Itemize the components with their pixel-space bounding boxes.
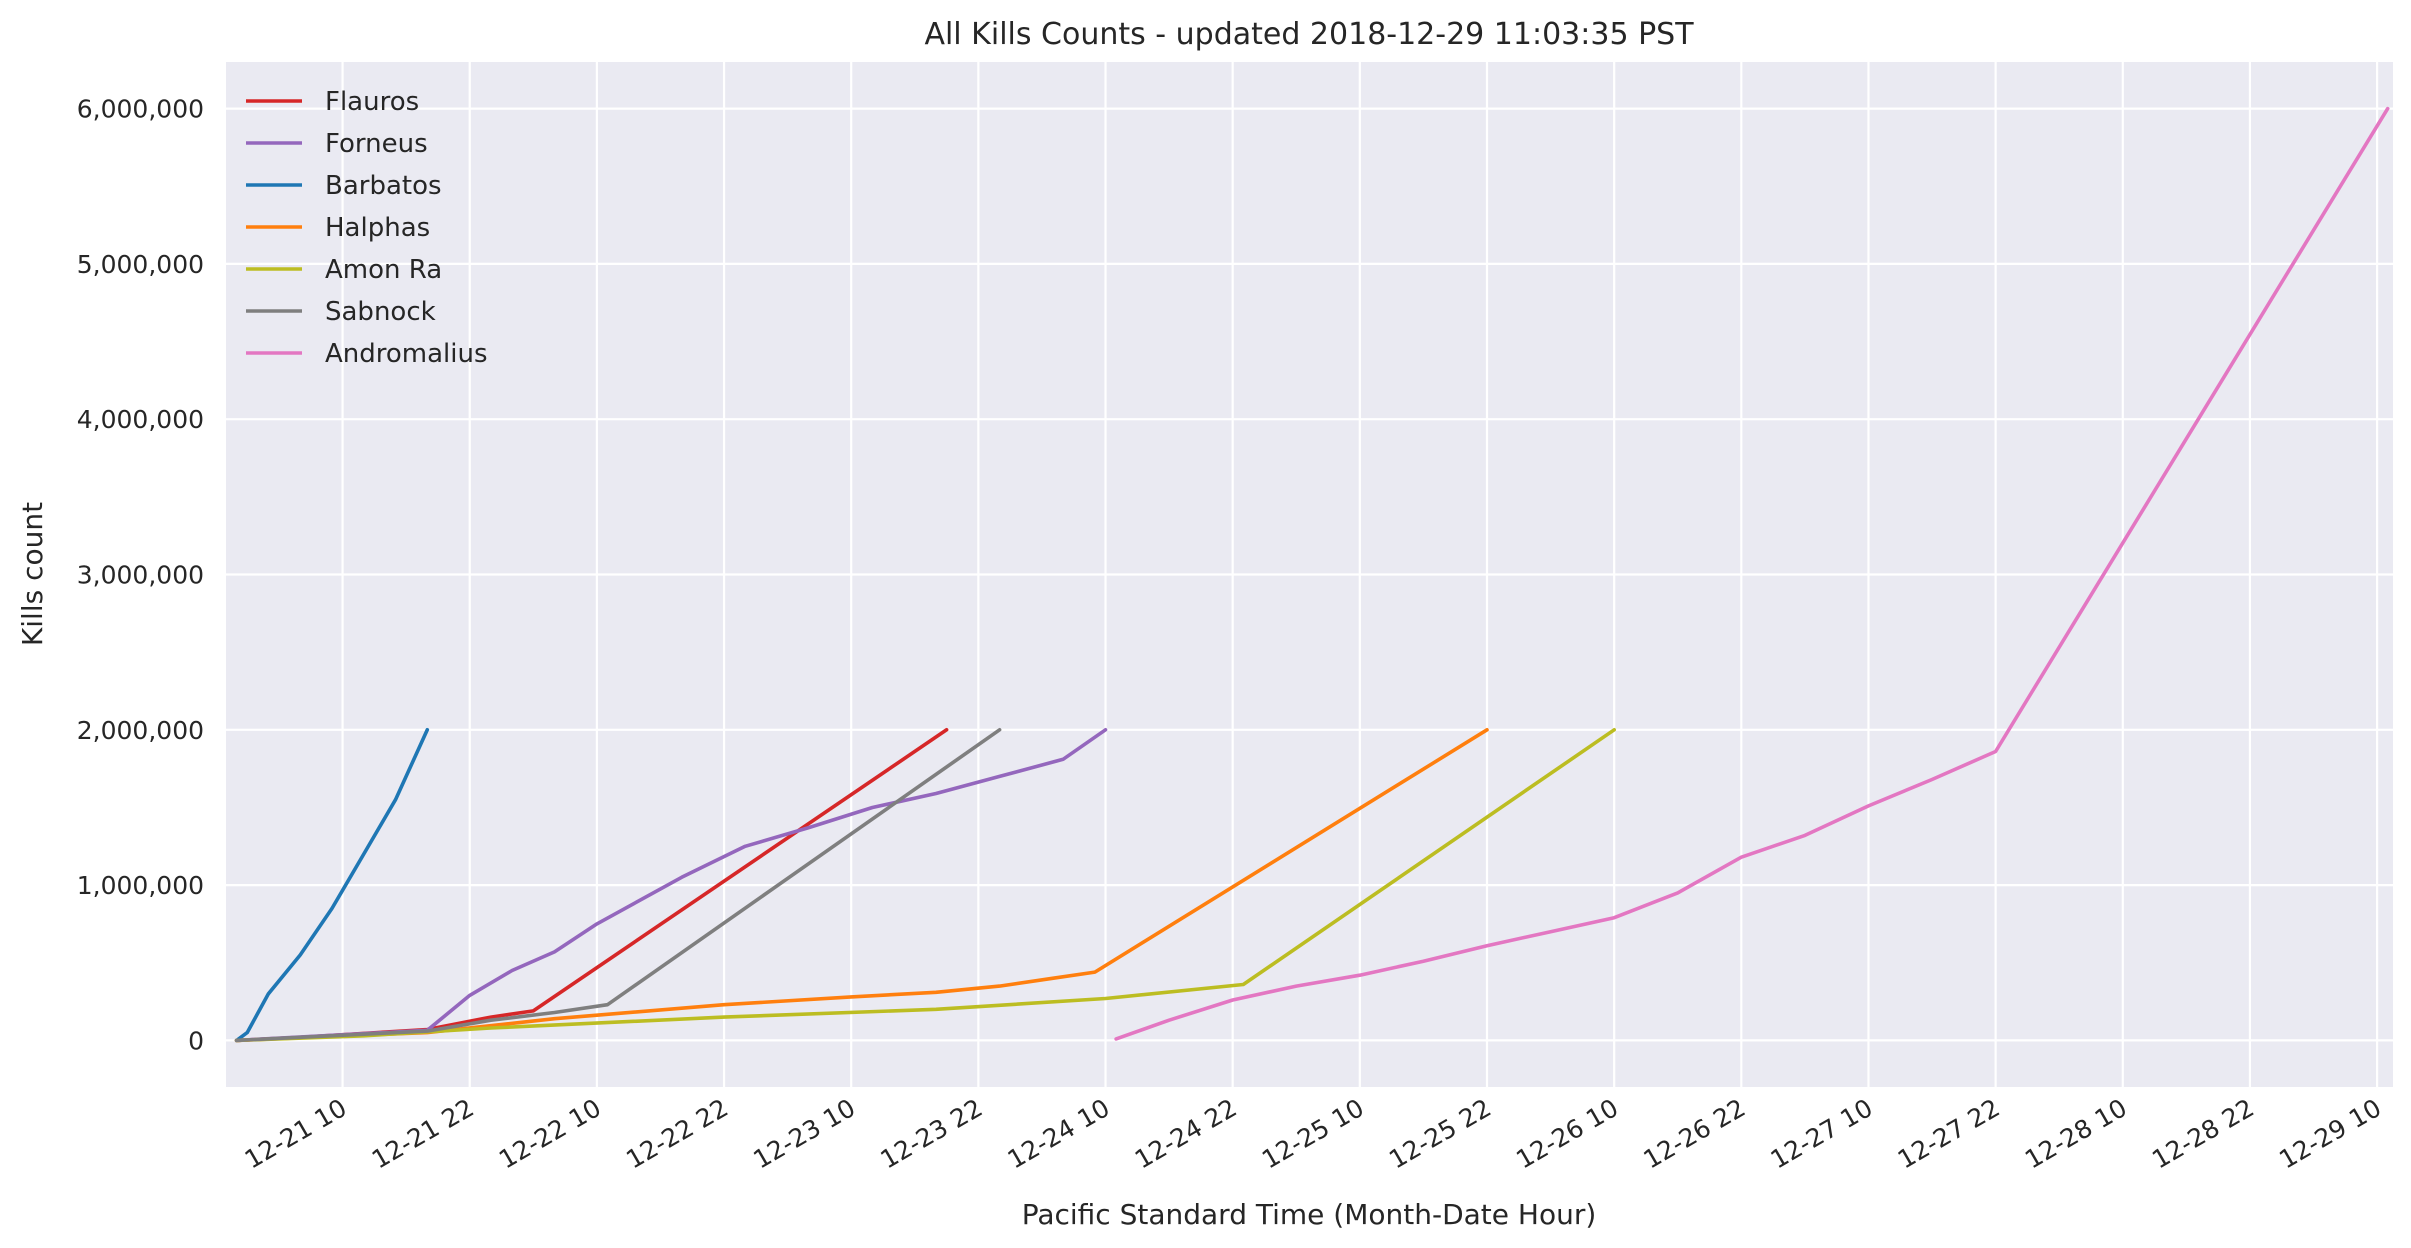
- x-tick-label: 12-28 22: [2147, 1093, 2259, 1174]
- x-tick-label: 12-27 10: [1766, 1093, 1878, 1174]
- x-tick-label: 12-26 10: [1511, 1093, 1623, 1174]
- legend-label: Andromalius: [325, 339, 488, 369]
- y-axis-label: Kills count: [16, 502, 49, 646]
- series-line-forneus: [234, 727, 1108, 1043]
- legend: Flauros Forneus Barbatos Halphas Amon Ra Sabn…: [246, 87, 488, 369]
- y-tick-label: 5,000,000: [77, 250, 204, 279]
- y-tick-label: 6,000,000: [77, 95, 204, 124]
- x-tick-label: 12-28 10: [2020, 1093, 2132, 1174]
- x-tick-label: 12-24 10: [1003, 1093, 1115, 1174]
- legend-label: Barbatos: [325, 171, 442, 201]
- series-line-barbatos: [234, 727, 430, 1043]
- x-tick-label: 12-21 10: [240, 1093, 352, 1174]
- x-tick-label: 12-22 10: [494, 1093, 606, 1174]
- x-tick-label: 12-23 22: [876, 1093, 988, 1174]
- x-tick-label: 12-21 22: [367, 1093, 479, 1174]
- x-axis-label: Pacific Standard Time (Month-Date Hour): [1022, 1198, 1597, 1231]
- x-tick-label: 12-26 22: [1638, 1093, 1750, 1174]
- legend-label: Amon Ra: [325, 255, 442, 285]
- series-line-sabnock: [234, 727, 1002, 1043]
- y-tick-label: 2,000,000: [77, 716, 204, 745]
- y-tick-label: 4,000,000: [77, 405, 204, 434]
- x-tick-labels: 12-21 10 12-21 22 12-22 10 12-22 22 12-23 10…: [240, 1093, 2386, 1174]
- chart-title: All Kills Counts - updated 2018-12-29 11…: [924, 17, 1694, 52]
- legend-label: Forneus: [325, 129, 428, 159]
- legend-label: Sabnock: [325, 297, 436, 327]
- grid: [226, 62, 2393, 1087]
- x-tick-label: 12-24 22: [1130, 1093, 1242, 1174]
- series-line-halphas: [234, 727, 1489, 1043]
- y-tick-labels: 0 1,000,000 2,000,000 3,000,000 4,000,000 5,0…: [77, 95, 204, 1056]
- x-tick-label: 12-22 22: [621, 1093, 733, 1174]
- x-tick-label: 12-29 10: [2274, 1093, 2386, 1174]
- legend-label: Halphas: [325, 213, 430, 243]
- y-tick-label: 3,000,000: [77, 561, 204, 590]
- x-tick-label: 12-25 10: [1257, 1093, 1369, 1174]
- y-tick-label: 1,000,000: [77, 871, 204, 900]
- x-tick-label: 12-25 22: [1384, 1093, 1496, 1174]
- legend-label: Flauros: [325, 87, 419, 117]
- x-tick-label: 12-27 22: [1893, 1093, 2005, 1174]
- x-tick-label: 12-23 10: [748, 1093, 860, 1174]
- series-line-andromalius: [1114, 106, 2390, 1041]
- y-tick-label: 0: [188, 1026, 204, 1055]
- series-layer: [234, 106, 2390, 1043]
